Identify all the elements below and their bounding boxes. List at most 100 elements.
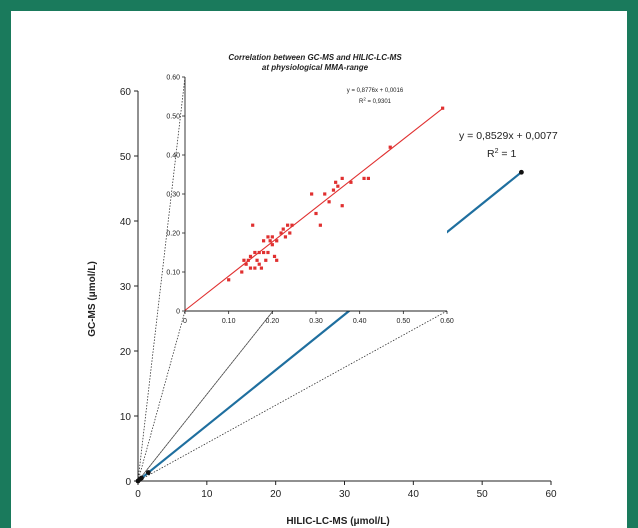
main-data-point: [145, 470, 151, 475]
main-data-point: [519, 169, 524, 175]
inset-data-point: [336, 184, 340, 188]
main-x-tick-label: 10: [201, 489, 213, 500]
main-y-tick-label: 20: [120, 347, 132, 358]
inset-y-tick-label: 0.30: [166, 192, 180, 199]
inset-background: [185, 77, 447, 311]
inset-data-point: [255, 258, 259, 262]
inset-data-point: [262, 239, 266, 243]
main-r-squared: R2 = 1: [487, 148, 516, 160]
inset-axes: [182, 76, 448, 314]
main-x-tick-label: 40: [408, 489, 420, 500]
inset-data-point: [323, 192, 327, 196]
main-x-tick-label: 30: [339, 489, 351, 500]
inset-data-point: [275, 258, 279, 262]
inset-data-point: [248, 254, 253, 258]
inset-data-point: [257, 262, 261, 266]
main-y-tick-label: 0: [125, 477, 131, 488]
main-regression-line: [137, 171, 523, 482]
inset-x-tick-label: 0.30: [309, 318, 323, 325]
inset-data-point: [262, 250, 266, 255]
inset-data-point: [270, 243, 274, 247]
inset-data-point: [272, 254, 277, 258]
inset-data-point: [242, 258, 246, 262]
main-y-tick-label: 50: [120, 152, 132, 163]
inset-equation: y = 0,8776x + 0,0016: [347, 88, 404, 94]
main-data-points: [135, 169, 524, 484]
inset-data-point: [334, 180, 338, 184]
zoom-connector-solid-line: [137, 310, 274, 482]
main-axes: [134, 90, 552, 485]
inset-data-point: [362, 176, 366, 180]
main-data-point: [139, 475, 144, 481]
inset-data-point: [290, 223, 294, 227]
inset-x-tick-label: 0.60: [440, 318, 454, 325]
inset-data-point: [275, 239, 279, 243]
figure-frame: 0 10 20 30 40 50 60 0 10 20 30 40 50 60 y = 0,8529x +…: [11, 11, 627, 528]
zoom-connector-line: [137, 310, 186, 482]
main-tick-labels: 0 10 20 30 40 50 60 0 10 20 30 40 50 60: [120, 87, 557, 500]
inset-title: Correlation between GC-MS and HILIC-LC-M…: [228, 53, 402, 62]
inset-x-tick-label: 0.10: [222, 318, 236, 325]
inset-y-tick-label: 0.10: [166, 270, 180, 277]
inset-data-point: [266, 235, 270, 239]
main-x-tick-label: 0: [135, 489, 141, 500]
inset-data-point: [248, 266, 253, 270]
inset-fit-line: [184, 108, 443, 311]
chart-canvas: 0 10 20 30 40 50 60 0 10 20 30 40 50 60 y = 0,8529x +…: [87, 53, 558, 527]
inset-data-point: [340, 204, 344, 208]
main-x-tick-label: 50: [477, 489, 489, 500]
inset-x-tick-label: 0.40: [353, 318, 367, 325]
inset-data-points: [227, 106, 445, 282]
inset-data-point: [388, 145, 392, 149]
inset-data-point: [244, 262, 248, 266]
inset-y-tick-label: 0.20: [166, 231, 180, 238]
inset-data-point: [286, 223, 290, 227]
inset-y-tick-label: 0.40: [166, 153, 180, 160]
main-equation: y = 0,8529x + 0,0077: [459, 130, 558, 142]
main-y-tick-label: 60: [120, 87, 132, 98]
inset-data-point: [441, 106, 445, 110]
inset-data-point: [259, 266, 264, 270]
inset-r-squared: R2 = 0,9301: [359, 97, 392, 106]
main-y-axis-title: GC-MS (μmol/L): [87, 261, 98, 337]
inset-data-point: [366, 176, 370, 180]
inset-data-point: [288, 231, 292, 235]
inset-data-point: [318, 223, 322, 227]
inset-data-point: [327, 200, 331, 204]
inset-data-point: [246, 258, 250, 262]
main-x-tick-label: 20: [270, 489, 282, 500]
zoom-connector-line: [137, 310, 448, 482]
inset-data-point: [240, 270, 244, 274]
inset-data-point: [253, 266, 257, 270]
inset-data-point: [310, 192, 314, 196]
inset-x-tick-label: 0.20: [266, 318, 280, 325]
inset-data-point: [279, 231, 283, 235]
inset-y-tick-label: 0.60: [166, 75, 180, 82]
inset-tick-labels: 0 0.10 0.20 0.30 0.40 0.50 0.60 0 0.10 0.20 0.30 0.…: [166, 75, 454, 326]
inset-x-tick-label: 0.50: [397, 318, 411, 325]
inset-data-point: [270, 235, 274, 239]
main-y-tick-label: 30: [120, 282, 132, 293]
zoom-connector-line: [137, 76, 186, 482]
inset-data-point: [331, 188, 336, 192]
zoom-connector-lines: [137, 76, 448, 482]
main-y-tick-label: 40: [120, 217, 132, 228]
inset-data-point: [227, 278, 231, 282]
inset-x-tick-label: 0: [183, 318, 187, 325]
main-x-axis-title: HILIC-LC-MS (μmol/L): [286, 516, 389, 527]
inset-data-point: [314, 211, 318, 216]
inset-data-point: [283, 235, 288, 239]
inset-data-point: [251, 223, 255, 227]
inset-data-point: [349, 180, 353, 184]
inset-data-point: [266, 250, 270, 255]
main-y-tick-label: 10: [120, 412, 132, 423]
inset-y-tick-label: 0.50: [166, 114, 180, 121]
inset-data-point: [268, 239, 272, 243]
inset-regression-line: [184, 108, 443, 311]
inset-data-point: [264, 258, 268, 262]
inset-data-point: [253, 250, 257, 255]
inset-subtitle: at physiological MMA-range: [262, 63, 369, 72]
main-x-tick-label: 60: [545, 489, 557, 500]
inset-data-point: [340, 176, 344, 180]
inset-data-point: [281, 227, 285, 231]
